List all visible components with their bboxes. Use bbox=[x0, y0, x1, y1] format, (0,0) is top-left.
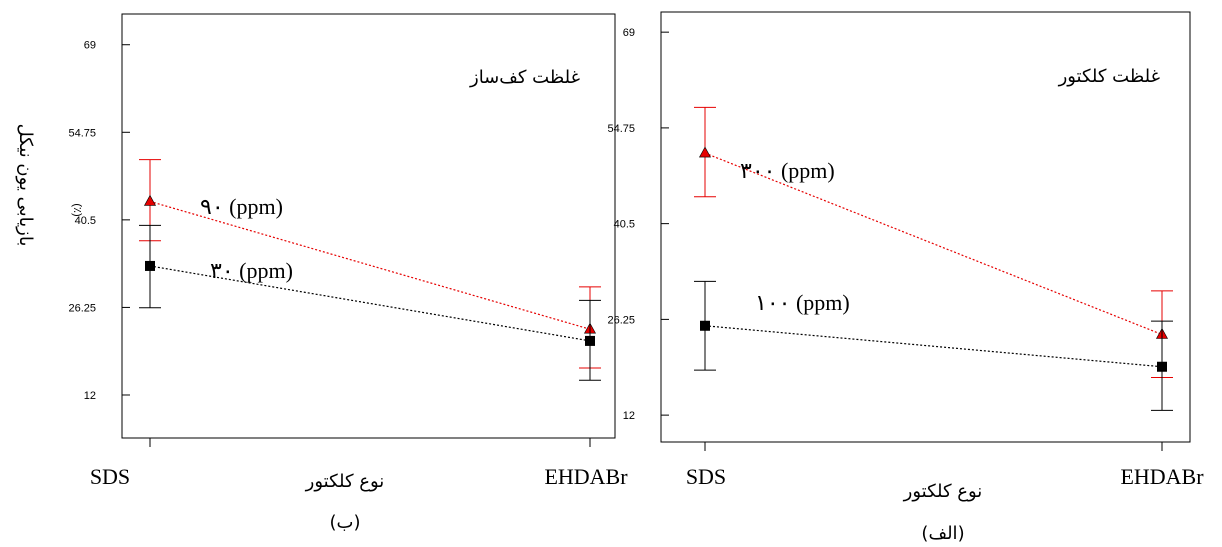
y-tick-label: 69 bbox=[84, 40, 96, 52]
panel-alef-x-axis-label: نوع کلکتور bbox=[903, 481, 983, 502]
panel-alef-title: غلظت کلکتور bbox=[1058, 66, 1160, 87]
series-connector-line bbox=[704, 152, 1163, 336]
panel-b-caption: (ب) bbox=[329, 512, 360, 533]
panel-b-category-ehdabr: EHDABr bbox=[544, 464, 628, 489]
y-tick-label: 69 bbox=[623, 27, 635, 39]
y-tick-label: 54.75 bbox=[68, 127, 96, 139]
shared-y-axis-unit: (٪) bbox=[71, 203, 83, 216]
y-tick-label: 40.5 bbox=[75, 215, 96, 227]
y-tick-label: 26.25 bbox=[607, 314, 635, 326]
data-point-square bbox=[585, 335, 595, 346]
panel-b-title: غلظت کف‌ساز bbox=[469, 67, 580, 88]
panel-b-y-ticks: 12 26.25 40.5 54.75 69 bbox=[68, 40, 591, 447]
shared-y-axis-label: بازیابی یون نیکل bbox=[15, 124, 36, 247]
series-connector-line bbox=[704, 325, 1163, 368]
panel-alef-caption: (الف) bbox=[921, 523, 964, 544]
data-point-square bbox=[700, 320, 710, 331]
data-point-square bbox=[145, 260, 155, 271]
data-point-triangle bbox=[698, 146, 712, 158]
y-tick-label: 40.5 bbox=[614, 219, 635, 231]
panel-alef-series-label-300: ۳۰۰ (ppm) bbox=[740, 158, 835, 183]
panel-alef-y-ticks: 12 26.25 40.5 54.75 69 bbox=[607, 27, 1163, 451]
panel-alef-plot-frame bbox=[660, 11, 1191, 443]
panel-alef-category-ehdabr: EHDABr bbox=[1120, 464, 1204, 489]
panel-alef-series-label-100: ۱۰۰ (ppm) bbox=[755, 290, 850, 315]
y-tick-label: 26.25 bbox=[68, 302, 96, 314]
panel-alef-series bbox=[694, 106, 1173, 411]
panel-b-series bbox=[139, 159, 601, 381]
panel-b-series-label-90: ۹۰ (ppm) bbox=[200, 194, 283, 219]
y-tick-label: 54.75 bbox=[607, 123, 635, 135]
panel-alef-category-sds: SDS bbox=[686, 464, 726, 489]
panel-b-series-label-30: ۳۰ (ppm) bbox=[210, 258, 293, 283]
panel-b-plot-frame bbox=[121, 13, 616, 439]
panel-b-x-axis-label: نوع کلکتور bbox=[305, 471, 385, 492]
panel-b-category-sds: SDS bbox=[90, 464, 130, 489]
y-tick-label: 12 bbox=[84, 390, 96, 402]
data-point-triangle bbox=[143, 194, 157, 206]
data-point-square bbox=[1157, 361, 1167, 372]
panel-alef: 12 26.25 40.5 54.75 69 غلظت کلکتور ۳۰۰ (ppm)… bbox=[607, 11, 1204, 544]
series-connector-line bbox=[149, 200, 591, 330]
y-tick-label: 12 bbox=[623, 410, 635, 422]
